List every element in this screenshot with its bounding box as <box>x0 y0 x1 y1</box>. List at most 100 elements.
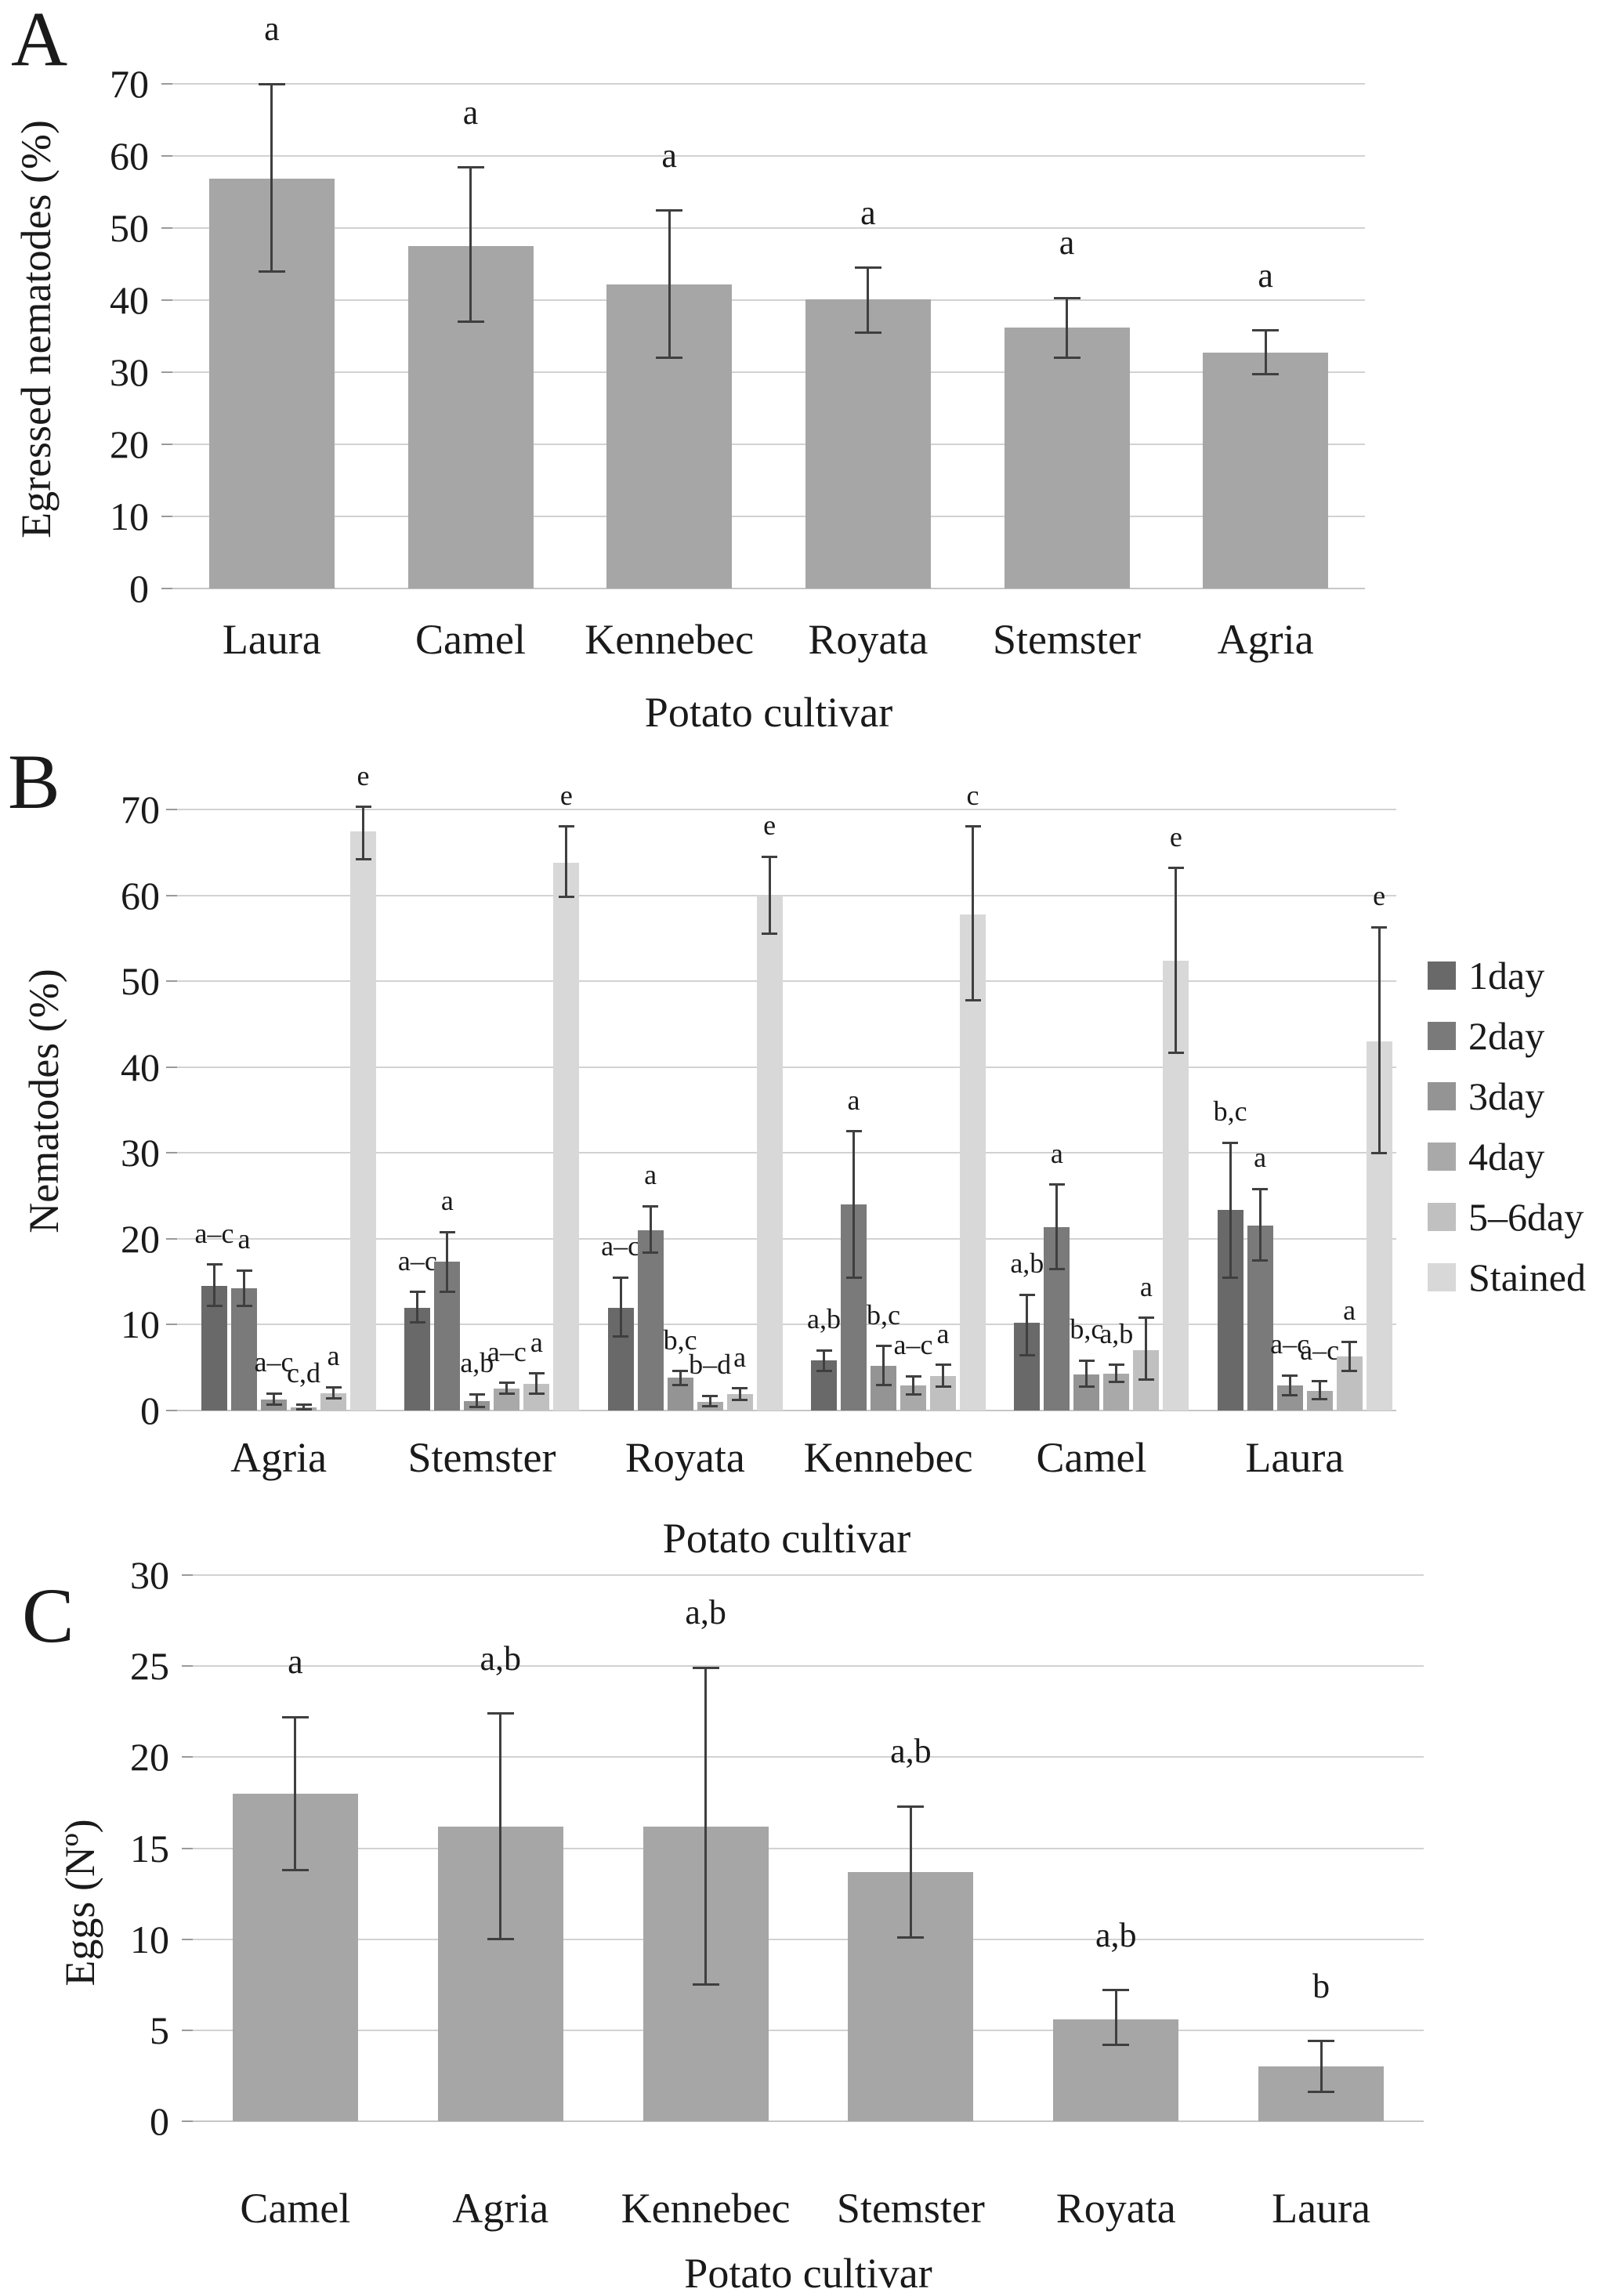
y-axis-tick <box>166 980 177 983</box>
error-bar-line <box>882 1345 885 1385</box>
y-tick-label: 70 <box>110 62 149 106</box>
bar <box>553 862 580 1411</box>
y-tick-label: 0 <box>150 2099 169 2143</box>
legend-label: 5–6day <box>1468 1195 1584 1239</box>
significance-label: a <box>1050 1137 1063 1169</box>
error-bar-line <box>499 1713 502 1939</box>
significance-label: a–c <box>1270 1328 1310 1360</box>
significance-label: a <box>860 193 876 232</box>
error-bar-cap-top <box>457 166 484 169</box>
error-bar-cap-bottom <box>656 357 683 360</box>
error-bar-line <box>942 1364 944 1387</box>
error-bar-cap-bottom <box>672 1383 689 1386</box>
error-bar-line <box>270 84 273 272</box>
error-bar-line <box>708 1396 711 1407</box>
error-bar-cap-top <box>965 825 981 828</box>
error-bar-cap-bottom <box>1222 1276 1239 1279</box>
bar <box>404 1307 431 1411</box>
y-axis-tick <box>182 2120 193 2122</box>
error-bar-cap-bottom <box>875 1383 892 1386</box>
error-bar-cap-bottom <box>692 1983 719 1986</box>
error-bar-cap-bottom <box>1308 2091 1335 2094</box>
legend-swatch <box>1428 1203 1456 1231</box>
error-bar-cap-top <box>1078 1359 1095 1362</box>
gridline <box>177 980 1396 983</box>
error-bar-cap-bottom <box>266 1403 282 1406</box>
significance-label: a,b <box>1099 1317 1134 1349</box>
error-bar-line <box>446 1232 449 1292</box>
y-tick-label: 20 <box>130 1735 169 1780</box>
error-bar-cap-bottom <box>1167 1051 1184 1054</box>
bar <box>726 1394 753 1411</box>
error-bar-cap-top <box>469 1392 485 1396</box>
y-tick-label: 50 <box>121 959 160 1004</box>
panel-a-letter: A <box>11 0 68 82</box>
y-tick-label: 5 <box>150 2008 169 2052</box>
y-tick-label: 15 <box>130 1826 169 1870</box>
gridline <box>193 1665 1424 1668</box>
y-tick-label: 25 <box>130 1644 169 1689</box>
error-bar-cap-bottom <box>236 1304 252 1307</box>
error-bar-cap-top <box>1167 867 1184 869</box>
error-bar-cap-bottom <box>1341 1370 1358 1373</box>
y-tick-label: 60 <box>121 873 160 918</box>
y-axis-title: Eggs (Nº) <box>56 1819 103 1986</box>
significance-label: b,c <box>1213 1095 1247 1128</box>
significance-label: b,c <box>1070 1313 1104 1345</box>
gridline <box>193 2029 1424 2031</box>
error-bar-cap-bottom <box>1053 357 1081 360</box>
gridline <box>193 2120 1424 2122</box>
significance-label: a–c <box>487 1335 527 1367</box>
legend-swatch <box>1428 1022 1456 1050</box>
bar <box>756 895 783 1411</box>
error-bar-line <box>1229 1143 1232 1278</box>
y-axis-tick <box>166 1410 177 1411</box>
significance-label: a <box>1139 1270 1153 1302</box>
error-bar-cap-top <box>1108 1363 1124 1367</box>
error-bar-line <box>1145 1317 1148 1380</box>
significance-label: a <box>847 1084 860 1116</box>
error-bar-line <box>302 1404 305 1410</box>
error-bar-cap-bottom <box>1138 1378 1154 1382</box>
y-tick-label: 70 <box>121 788 160 831</box>
error-bar-cap-top <box>439 1230 455 1233</box>
significance-label: a <box>661 136 677 175</box>
gridline <box>177 1237 1396 1240</box>
error-bar-line <box>213 1264 215 1306</box>
error-bar-cap-bottom <box>643 1251 659 1254</box>
significance-label: a <box>440 1185 454 1217</box>
error-bar-cap-top <box>702 1394 719 1397</box>
significance-label: a,b <box>890 1732 932 1771</box>
error-bar-line <box>416 1291 419 1323</box>
error-bar-line <box>823 1350 825 1371</box>
y-tick-label: 20 <box>121 1216 160 1261</box>
error-bar-line <box>1264 330 1267 375</box>
y-tick-label: 10 <box>130 1917 169 1961</box>
error-bar-cap-top <box>1138 1316 1154 1320</box>
significance-label: a–c <box>601 1230 641 1262</box>
panel-c-letter: C <box>22 1572 74 1659</box>
error-bar-cap-top <box>1102 1989 1130 1992</box>
error-bar-line <box>1288 1375 1291 1396</box>
y-axis-tick <box>182 1574 193 1576</box>
error-bar-line <box>668 210 671 358</box>
gridline <box>172 444 1365 445</box>
error-bar-cap-top <box>1252 329 1280 332</box>
error-bar-cap-top <box>613 1276 629 1279</box>
significance-label: e <box>559 779 573 811</box>
category-label: Agria <box>452 2185 549 2232</box>
error-bar-cap-bottom <box>281 1868 309 1871</box>
error-bar-cap-bottom <box>355 858 371 861</box>
error-bar-line <box>565 826 568 897</box>
error-bar-cap-bottom <box>1252 373 1280 376</box>
error-bar-line <box>332 1387 335 1399</box>
error-bar-cap-bottom <box>325 1397 342 1400</box>
error-bar-line <box>476 1394 479 1407</box>
error-bar-cap-bottom <box>409 1320 425 1324</box>
legend-label: 4day <box>1468 1135 1545 1179</box>
error-bar-line <box>1026 1295 1029 1356</box>
significance-label: e <box>357 759 370 791</box>
category-label: Laura <box>222 616 321 663</box>
gridline <box>193 1574 1424 1576</box>
significance-label: a <box>462 92 479 132</box>
